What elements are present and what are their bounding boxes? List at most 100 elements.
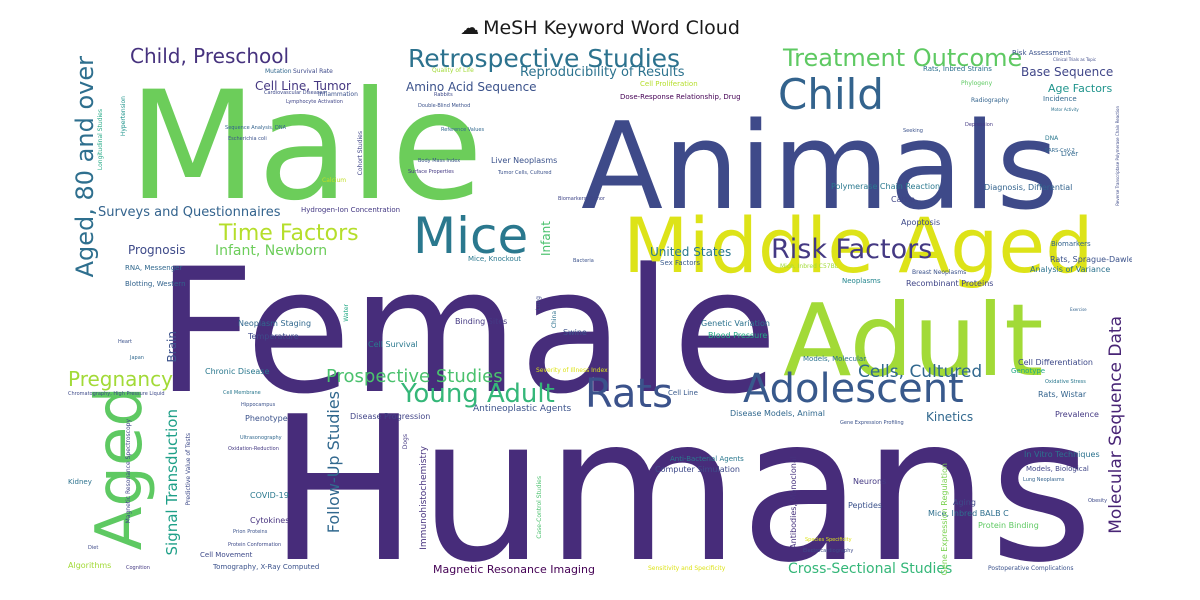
word-adult: Adult — [783, 282, 1044, 399]
word-infant-newborn: Infant, Newborn — [215, 243, 328, 259]
word-child: Child — [778, 70, 884, 119]
word-pregnancy: Pregnancy — [68, 367, 173, 391]
word-risk-assessment: Risk Assessment — [1012, 49, 1071, 57]
word-cardiovascular-diseases: Cardiovascular Diseases — [264, 90, 326, 96]
word-binding-sites: Binding Sites — [455, 317, 508, 326]
word-surveys-and-questionnaires: Surveys and Questionnaires — [98, 205, 281, 220]
word-dna: DNA — [1045, 135, 1059, 142]
word-protein-binding: Protein Binding — [978, 521, 1039, 530]
word-sequence-analysis-dna: Sequence Analysis, DNA — [225, 125, 287, 131]
word-chronic-disease: Chronic Disease — [205, 367, 270, 376]
word-reverse-transcriptase-polymerase-chain-reaction: Reverse Transcriptase Polymerase Chain R… — [1115, 106, 1120, 206]
word-analysis-of-variance: Analysis of Variance — [1030, 265, 1111, 274]
word-kidney: Kidney — [68, 478, 92, 486]
word-cytokines: Cytokines — [250, 516, 290, 525]
word-surface-properties: Surface Properties — [408, 169, 454, 175]
word-bacteria: Bacteria — [573, 258, 594, 264]
word-seeking: Seeking — [903, 128, 923, 134]
word-blotting-western: Blotting, Western — [125, 280, 186, 288]
word-mice-knockout: Mice, Knockout — [468, 255, 522, 263]
page-title-text: MeSH Keyword Word Cloud — [483, 17, 740, 39]
word-united-states: United States — [650, 245, 732, 259]
word-magnetic-resonance-imaging: Magnetic Resonance Imaging — [433, 563, 595, 576]
word-diet: Diet — [88, 545, 99, 551]
word-antineoplastic-agents: Antineoplastic Agents — [473, 404, 572, 414]
word-lung-neoplasms: Lung Neoplasms — [1023, 477, 1065, 483]
word-postoperative-complications: Postoperative Complications — [988, 565, 1074, 572]
word-retrospective-studies: Retrospective Studies — [408, 46, 681, 73]
word-tomography-x-ray-computed: Tomography, X-Ray Computed — [213, 563, 320, 571]
word-aged: Aged — [83, 386, 157, 551]
word-mice-inbred-c57bl: Mice, Inbred C57BL — [780, 263, 839, 270]
word-humans: Humans — [268, 374, 1094, 583]
word-cognition: Cognition — [126, 565, 150, 571]
word-infant: Infant — [539, 221, 553, 257]
word-lung: Lung — [535, 296, 542, 311]
word-incidence: Incidence — [1043, 95, 1077, 103]
word-follow-up-studies: Follow-Up Studies — [324, 391, 343, 534]
word-aging: Aging — [953, 498, 976, 507]
word-neoplasms: Neoplasms — [842, 277, 881, 285]
word-swine: Swine — [563, 328, 587, 337]
word-cohort-studies: Cohort Studies — [357, 131, 364, 176]
word-predictive-value-of-tests: Predictive Value of Tests — [185, 433, 192, 506]
word-biomarkers: Biomarkers — [1051, 240, 1091, 248]
word-cell-survival: Cell Survival — [368, 340, 418, 349]
word-prion-proteins: Prion Proteins — [233, 529, 268, 535]
word-quality-of-life: Quality of Life — [432, 67, 474, 74]
word-child-preschool: Child, Preschool — [130, 46, 290, 68]
word-neurons: Neurons — [853, 477, 887, 486]
word-rats-sprague-dawley: Rats, Sprague-Dawley — [1050, 255, 1132, 264]
word-sars-cov-2: SARS-CoV-2 — [1045, 148, 1075, 154]
word-mutation: Mutation — [265, 68, 292, 75]
word-prognosis: Prognosis — [128, 243, 186, 257]
word-base-sequence: Base Sequence — [1021, 65, 1114, 79]
word-reference-values: Reference Values — [441, 127, 485, 133]
word-covid-19: COVID-19 — [250, 491, 289, 500]
word-rats: Rats — [585, 371, 673, 417]
word-kinetics: Kinetics — [926, 410, 974, 424]
word-phenotype: Phenotype — [245, 414, 288, 423]
word-adolescent: Adolescent — [743, 366, 964, 412]
word-computer-simulation: Computer Simulation — [655, 465, 740, 474]
word-immunohistochemistry: Immunohistochemistry — [419, 446, 429, 550]
word-diagnosis-differential: Diagnosis, Differential — [984, 183, 1073, 192]
word-calcium: Calcium — [322, 177, 347, 184]
word-genetic-variation: Genetic Variation — [701, 319, 770, 328]
word-amino-acid-sequence: Amino Acid Sequence — [406, 80, 537, 94]
word-longitudinal-studies: Longitudinal Studies — [97, 109, 104, 171]
word-rats-wistar: Rats, Wistar — [1038, 390, 1087, 399]
page-title: ☁ MeSH Keyword Word Cloud — [0, 17, 1200, 39]
word-magnetic-resonance-spectroscopy: Magnetic Resonance Spectroscopy — [125, 419, 132, 524]
word-chromatography-high-pressure-liquid: Chromatography, High Pressure Liquid — [68, 391, 165, 397]
word-survival-rate: Survival Rate — [293, 68, 333, 75]
word-algorithms: Algorithms — [68, 561, 112, 570]
word-lymphocyte-activation: Lymphocyte Activation — [286, 99, 343, 105]
word-prospective-studies: Prospective Studies — [326, 366, 503, 387]
word-polymerase-chain-reaction: Polymerase Chain Reaction — [831, 182, 941, 191]
word-genotype: Genotype — [1011, 367, 1046, 375]
word-liver: Liver — [1061, 150, 1079, 158]
word-sex-factors: Sex Factors — [660, 259, 701, 267]
word-male: Male — [128, 60, 484, 234]
word-apoptosis: Apoptosis — [901, 218, 941, 227]
word-cell-differentiation: Cell Differentiation — [1018, 358, 1094, 367]
word-cells-cultured: Cells, Cultured — [858, 362, 983, 382]
word-cloud: Humans Female Male Animals Adult Middle Aged A… — [68, 46, 1132, 582]
word-rna-messenger: RNA, Messenger — [125, 264, 183, 272]
word-age-factors: Age Factors — [1048, 82, 1113, 95]
word-recombinant-proteins: Recombinant Proteins — [906, 279, 994, 288]
word-ultrasonography: Ultrasonography — [240, 435, 282, 441]
word-middle-aged: Middle Aged — [623, 201, 1094, 290]
word-depression: Depression — [965, 122, 993, 128]
word-risk-factors: Risk Factors — [771, 234, 933, 265]
word-clinical-trials-as-topic: Clinical Trials as Topic — [1053, 57, 1097, 62]
word-heart: Heart — [118, 339, 132, 345]
word-sensitivity-and-specificity: Sensitivity and Specificity — [648, 565, 726, 572]
word-models-molecular: Models, Molecular — [803, 355, 867, 363]
word-prevalence: Prevalence — [1055, 410, 1099, 419]
word-gene-expression-profiling: Gene Expression Profiling — [840, 420, 904, 426]
word-cattle: Cattle — [891, 195, 915, 204]
word-signal-transduction: Signal Transduction — [163, 409, 181, 556]
word-japan: Japan — [130, 355, 144, 361]
